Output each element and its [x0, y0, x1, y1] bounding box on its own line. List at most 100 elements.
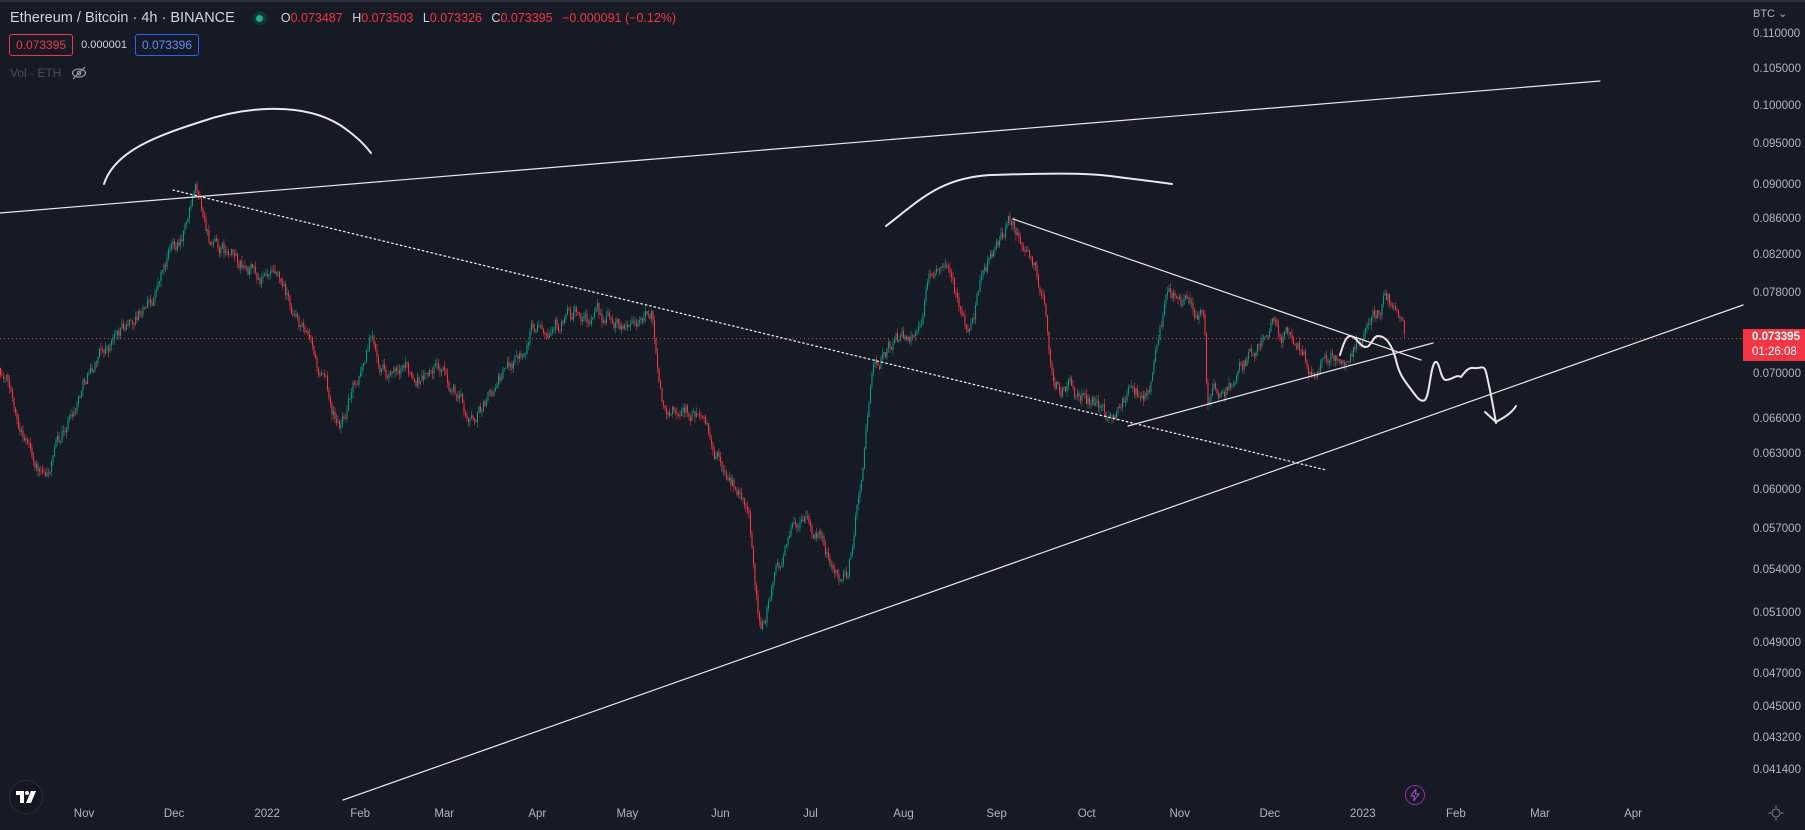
candle: [947, 267, 950, 268]
candle: [1265, 335, 1268, 337]
candle: [64, 431, 66, 433]
candle: [703, 416, 705, 418]
candle: [665, 408, 668, 415]
candle: [1060, 391, 1062, 397]
candle: [775, 565, 777, 573]
candle: [1193, 309, 1196, 318]
candle: [1076, 393, 1079, 396]
candle: [692, 411, 695, 413]
lightning-icon[interactable]: [1405, 785, 1425, 805]
candle: [515, 355, 518, 357]
candle: [196, 183, 198, 192]
candle: [1276, 320, 1278, 326]
candle: [964, 315, 966, 326]
candle: [968, 329, 971, 332]
candle: [679, 415, 681, 417]
candle: [916, 330, 918, 333]
candle: [1364, 328, 1367, 333]
candle: [1190, 302, 1193, 304]
candle: [404, 362, 407, 368]
candle: [847, 576, 849, 578]
open-value: 0.073487: [290, 11, 343, 25]
top-border: [0, 0, 1805, 2]
wedge-lower-line[interactable]: [1127, 342, 1434, 427]
candle: [542, 329, 545, 333]
candle: [391, 371, 393, 375]
candle: [1310, 371, 1313, 376]
candle: [290, 306, 293, 314]
candle: [905, 336, 908, 340]
candle: [418, 377, 420, 384]
candle: [1220, 391, 1223, 394]
candle: [779, 567, 782, 568]
low-label: L: [422, 11, 430, 25]
settings-icon[interactable]: [1768, 805, 1784, 826]
currency-selector[interactable]: BTC ⌄: [1753, 7, 1787, 20]
candle: [788, 536, 791, 538]
candle: [772, 581, 774, 590]
candle: [389, 374, 392, 375]
candle: [1246, 358, 1248, 367]
candle: [380, 369, 383, 373]
candle: [373, 336, 375, 345]
candle: [511, 363, 513, 369]
candle: [193, 190, 195, 196]
candle: [1351, 354, 1353, 358]
candle: [521, 356, 524, 358]
candle: [1342, 360, 1344, 364]
price-tick-label: 0.041400: [1753, 763, 1801, 776]
eye-off-icon[interactable]: [71, 66, 87, 80]
buy-button[interactable]: 0.073396: [134, 34, 200, 56]
high-label: H: [352, 11, 362, 25]
upper-resistance-trendline[interactable]: [0, 80, 1601, 214]
freehand-arrowhead[interactable]: [1484, 405, 1517, 423]
price-tick-label: 0.047000: [1753, 668, 1801, 681]
candle: [1013, 221, 1016, 229]
candle: [575, 307, 578, 312]
candle: [446, 373, 449, 383]
candle: [256, 272, 258, 280]
candle: [253, 266, 255, 268]
dotted-downtrend-line[interactable]: [172, 189, 1327, 471]
freehand-arc-right[interactable]: [885, 172, 1173, 227]
time-tick-label: May: [616, 808, 639, 820]
candle: [341, 416, 344, 425]
candle: [910, 335, 912, 342]
symbol-title[interactable]: Ethereum / Bitcoin · 4h · BINANCE: [10, 10, 235, 26]
candle: [215, 238, 218, 241]
candle: [1231, 386, 1233, 388]
candle: [211, 244, 213, 246]
candle: [884, 352, 887, 357]
candle: [317, 367, 320, 375]
volume-indicator-legend[interactable]: Vol · ETH: [10, 66, 87, 80]
candle: [962, 315, 965, 316]
candle: [187, 218, 189, 223]
tradingview-logo-icon[interactable]: [9, 780, 43, 814]
candle: [895, 333, 897, 340]
candle: [935, 269, 938, 274]
candle: [97, 357, 99, 364]
candle: [656, 353, 659, 368]
sell-button[interactable]: 0.073395: [9, 34, 74, 56]
candle: [1034, 262, 1037, 266]
market-open-status-icon[interactable]: [252, 11, 267, 25]
candle: [428, 369, 431, 376]
candle: [130, 320, 132, 321]
candle: [62, 431, 65, 432]
open-label: O: [280, 11, 291, 25]
price-tick-label: 0.066000: [1753, 412, 1801, 425]
freehand-arc-left[interactable]: [103, 107, 372, 185]
freehand-projection-squiggle[interactable]: [1339, 335, 1497, 424]
candle: [898, 340, 900, 342]
candle: [959, 306, 962, 310]
candle: [814, 533, 816, 539]
candle: [436, 363, 438, 364]
candle: [325, 376, 327, 378]
candle: [346, 410, 348, 419]
lower-support-trendline[interactable]: [342, 304, 1744, 801]
candle: [413, 379, 416, 382]
candle: [1073, 387, 1076, 397]
candle: [523, 353, 525, 357]
candle: [125, 324, 128, 330]
